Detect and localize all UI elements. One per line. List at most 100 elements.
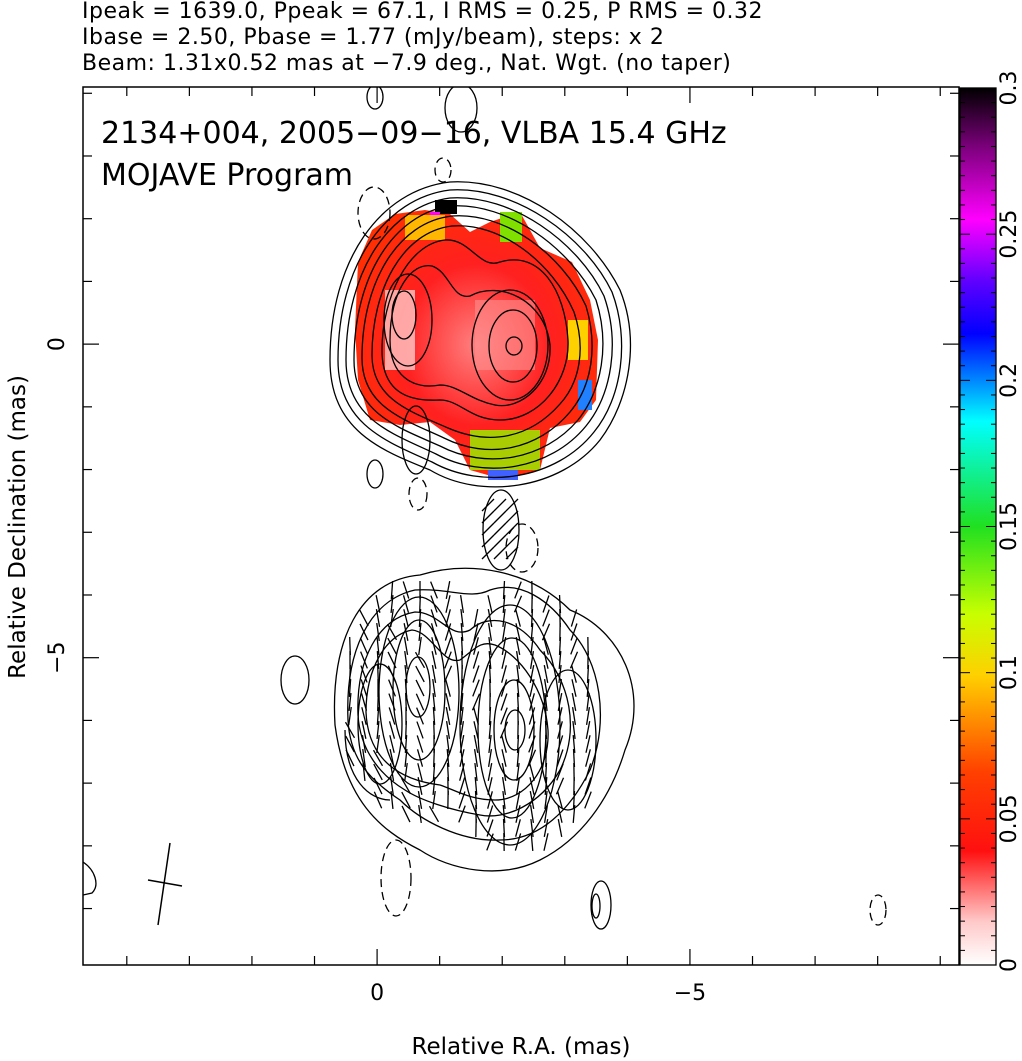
evpa-stick <box>516 664 520 684</box>
evpa-stick <box>404 734 408 754</box>
pol-edge-blue <box>578 380 592 410</box>
evpa-stick <box>418 622 422 642</box>
evpa-stick <box>572 790 576 810</box>
source-title: 2134+004, 2005−09−16, VLBA 15.4 GHz <box>101 116 727 151</box>
evpa-stick <box>572 734 576 754</box>
evpa-stick <box>376 720 380 740</box>
evpa-stick <box>388 693 396 711</box>
evpa-stick <box>473 609 479 627</box>
evpa-stick <box>501 735 507 753</box>
evpa-stick <box>530 818 534 838</box>
evpa-stick <box>432 790 436 810</box>
colorbar-ticks <box>960 87 996 966</box>
evpa-stick <box>515 623 521 641</box>
x-tick-label-0: 0 <box>370 981 384 1006</box>
evpa-stick <box>493 546 507 560</box>
evpa-stick <box>416 735 424 753</box>
evpa-stick <box>505 534 519 548</box>
evpa-stick <box>360 679 368 697</box>
evpa-stick <box>359 609 369 627</box>
evpa-stick <box>558 650 562 670</box>
evpa-stick <box>459 595 465 613</box>
evpa-stick <box>416 721 424 739</box>
evpa-stick <box>446 734 450 754</box>
evpa-stick <box>387 651 397 669</box>
evpa-stick <box>433 748 435 768</box>
evpa-stick <box>543 651 549 669</box>
evpa-stick <box>556 763 564 781</box>
evpa-stick <box>571 707 577 725</box>
evpa-stick <box>557 791 563 809</box>
evpa-stick <box>481 534 495 548</box>
evpa-stick <box>444 637 452 655</box>
evpa-stick <box>530 832 534 852</box>
evpa-stick <box>472 665 480 683</box>
evpa-stick <box>502 594 506 614</box>
evpa-stick <box>515 819 521 837</box>
evpa-stick <box>404 678 408 698</box>
evpa-stick <box>373 777 383 795</box>
evpa-stick <box>488 650 492 670</box>
upper-noise-contours <box>83 87 612 930</box>
evpa-stick <box>502 790 506 810</box>
evpa-stick <box>361 735 367 753</box>
evpa-stick <box>376 636 380 656</box>
evpa-stick <box>403 637 409 655</box>
evpa-stick <box>488 636 492 656</box>
evpa-stick <box>460 608 464 628</box>
evpa-stick <box>361 707 367 725</box>
evpa-stick <box>543 665 549 683</box>
evpa-stick <box>493 522 507 536</box>
evpa-stick <box>388 721 396 739</box>
evpa-stick <box>345 749 355 767</box>
evpa-stick <box>585 707 591 725</box>
evpa-stick <box>432 776 436 796</box>
evpa-stick <box>585 735 591 753</box>
colorbar-tick-label: 0.2 <box>997 363 1022 398</box>
evpa-stick <box>501 665 507 683</box>
evpa-stick <box>530 636 534 656</box>
evpa-stick <box>571 665 577 683</box>
evpa-stick <box>500 679 508 697</box>
evpa-stick <box>418 636 422 656</box>
evpa-stick <box>416 707 424 725</box>
evpa-stick <box>360 651 368 669</box>
evpa-stick <box>529 665 535 683</box>
evpa-stick <box>505 510 519 524</box>
evpa-stick <box>377 692 379 712</box>
evpa-stick <box>529 791 535 809</box>
evpa-stick <box>584 763 592 781</box>
evpa-stick <box>390 776 394 796</box>
evpa-stick <box>474 776 478 796</box>
evpa-stick <box>543 833 549 851</box>
evpa-stick <box>430 595 438 613</box>
evpa-stick <box>481 522 495 536</box>
x-tick-label-minus5: −5 <box>674 981 706 1006</box>
evpa-stick <box>473 637 479 655</box>
evpa-stick <box>415 679 425 697</box>
evpa-stick <box>360 693 368 711</box>
evpa-stick <box>487 749 493 767</box>
evpa-stick <box>515 637 521 655</box>
evpa-stick <box>376 734 380 754</box>
evpa-stick <box>515 805 521 823</box>
evpa-stick <box>372 749 384 767</box>
evpa-stick <box>529 693 535 711</box>
evpa-stick <box>349 664 351 684</box>
evpa-stick <box>445 679 451 697</box>
colorbar-labels: 0 0.05 0.1 0.15 0.2 0.25 0.3 <box>997 71 1022 973</box>
evpa-stick <box>529 777 535 795</box>
evpa-stick <box>501 623 507 641</box>
evpa-stick <box>516 762 520 782</box>
evpa-stick <box>557 721 563 739</box>
evpa-stick <box>387 665 397 683</box>
evpa-stick <box>557 805 563 823</box>
evpa-stick <box>586 664 590 684</box>
evpa-stick <box>543 679 549 697</box>
evpa-stick <box>345 735 355 753</box>
evpa-stick <box>584 777 592 795</box>
evpa-stick <box>445 693 451 711</box>
evpa-stick <box>472 679 480 697</box>
evpa-stick <box>481 510 495 524</box>
negative-contours <box>357 157 887 926</box>
